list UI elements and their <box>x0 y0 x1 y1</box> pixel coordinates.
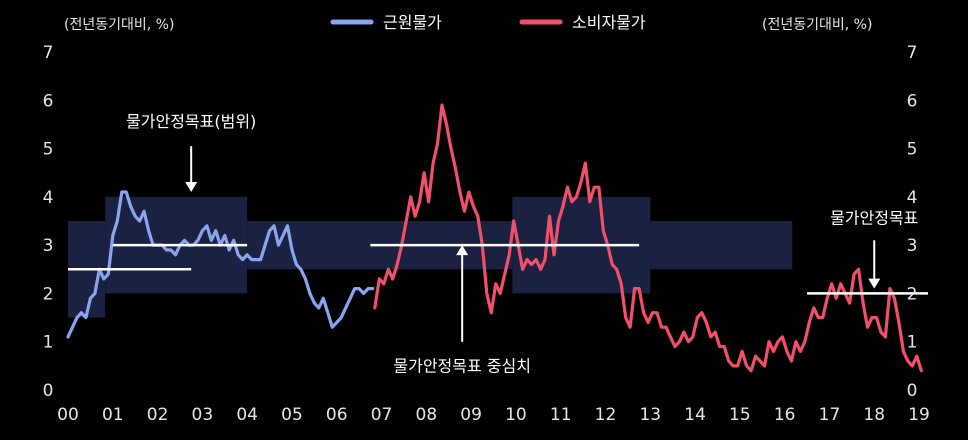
x-tick-label: 00 <box>57 405 79 425</box>
annotation-label: 물가안정목표 <box>830 208 918 227</box>
legend: 근원물가 소비자물가 <box>330 13 646 32</box>
target-lines <box>68 243 928 295</box>
y-tick-label-left: 4 <box>43 188 54 208</box>
unit-label-right: (전년동기대비, %) <box>762 17 872 33</box>
annotation-arrowhead <box>868 278 881 289</box>
y-axis-left: 0 1 2 3 4 5 6 7 <box>43 43 54 401</box>
x-tick-label: 09 <box>460 405 482 425</box>
y-tick-label-right: 3 <box>907 236 918 256</box>
y-tick-label-right: 5 <box>907 140 918 160</box>
annotation-arrowhead <box>185 182 198 193</box>
x-tick-label: 08 <box>416 405 438 425</box>
target-band <box>247 221 374 270</box>
x-tick-label: 12 <box>595 405 617 425</box>
y-tick-label-right: 0 <box>907 381 918 401</box>
legend-label-core: 근원물가 <box>383 13 442 32</box>
annotations: 물가안정목표(범위) 물가안정목표 중심치 물가안정목표 <box>126 112 918 376</box>
x-tick-label: 03 <box>192 405 214 425</box>
annotation-arrowhead <box>456 245 469 256</box>
x-tick-label: 01 <box>102 405 124 425</box>
x-tick-label: 05 <box>281 405 303 425</box>
y-tick-label-left: 7 <box>43 43 54 63</box>
y-tick-label-left: 2 <box>43 284 54 304</box>
x-tick-label: 14 <box>684 405 706 425</box>
x-tick-label: 07 <box>371 405 393 425</box>
x-tick-label: 19 <box>908 405 930 425</box>
annotation-label: 물가안정목표 중심치 <box>393 357 531 376</box>
x-tick-label: 04 <box>236 405 258 425</box>
y-axis-right: 0 1 2 3 4 5 6 7 <box>907 43 918 401</box>
x-tick-label: 06 <box>326 405 348 425</box>
unit-label-left: (전년동기대비, %) <box>64 17 174 33</box>
y-tick-label-left: 3 <box>43 236 54 256</box>
y-tick-label-right: 4 <box>907 188 918 208</box>
x-tick-label: 11 <box>550 405 572 425</box>
x-tick-label: 13 <box>639 405 661 425</box>
target-band <box>650 221 793 270</box>
y-tick-label-left: 5 <box>43 140 54 160</box>
x-tick-label: 15 <box>729 405 751 425</box>
y-tick-label-left: 6 <box>43 91 54 111</box>
x-tick-label: 17 <box>819 405 841 425</box>
y-tick-label-right: 6 <box>907 91 918 111</box>
x-tick-label: 18 <box>863 405 885 425</box>
cpi-line <box>373 103 923 373</box>
y-tick-label-right: 7 <box>907 43 918 63</box>
x-tick-label: 02 <box>147 405 169 425</box>
annotation-label: 물가안정목표(범위) <box>126 112 256 131</box>
y-tick-label-left: 0 <box>43 381 54 401</box>
y-tick-label-left: 1 <box>43 333 54 353</box>
x-axis: 00 01 02 03 04 05 06 07 08 09 10 11 12 13 14 15 16 17 18 19 <box>57 405 930 425</box>
legend-label-cpi: 소비자물가 <box>572 13 646 32</box>
y-tick-label-right: 1 <box>907 333 918 353</box>
x-tick-label: 10 <box>505 405 527 425</box>
x-tick-label: 16 <box>774 405 796 425</box>
y-tick-label-right: 2 <box>907 284 918 304</box>
